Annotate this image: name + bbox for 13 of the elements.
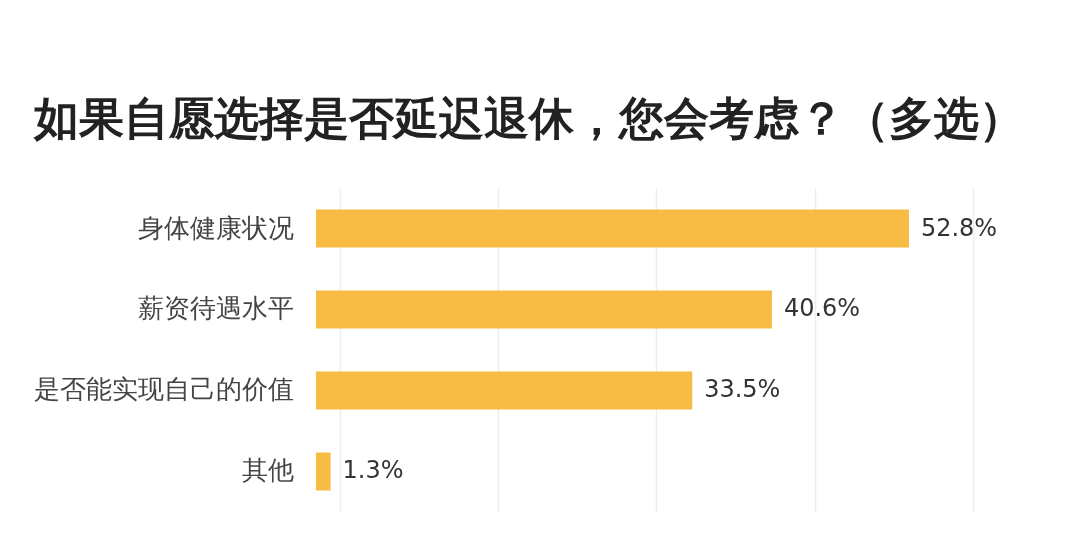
y-tick-label: 是否能实现自己的价值: [34, 374, 295, 405]
bar: [316, 452, 331, 491]
data-label: 52.8%: [920, 213, 998, 242]
data-label: 40.6%: [783, 294, 861, 323]
y-tick-label: 身体健康状况: [138, 212, 295, 243]
bar: [316, 290, 772, 329]
data-label: 1.3%: [342, 456, 404, 485]
data-label: 33.5%: [704, 375, 781, 404]
y-tick-label: 其他: [242, 455, 295, 486]
y-tick-label: 薪资待遇水平: [138, 293, 295, 324]
bar: [316, 371, 693, 410]
chart-title: 如果自愿选择是否延迟退休，您会考虑？（多选）: [33, 92, 1024, 145]
bar: [316, 209, 909, 248]
